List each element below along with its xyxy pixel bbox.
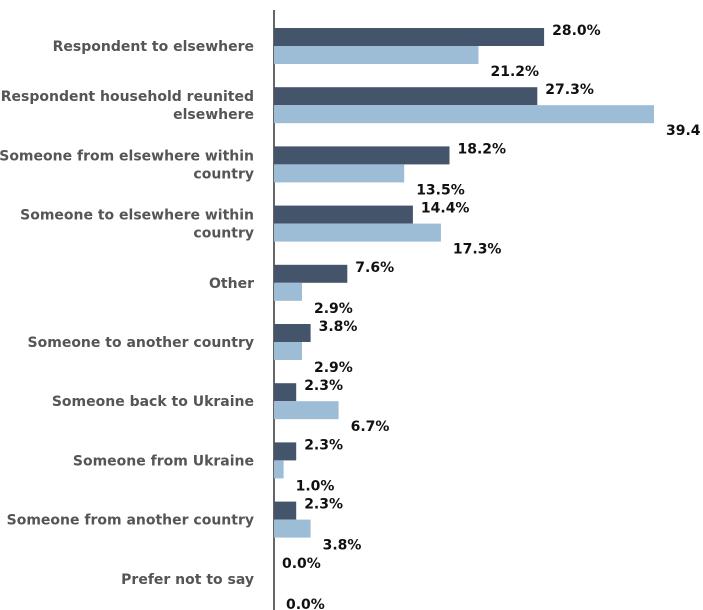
category-label: country	[193, 166, 254, 182]
value-label: 3.8%	[319, 319, 358, 335]
value-label: 21.2%	[491, 64, 540, 80]
value-label: 39.4	[666, 123, 701, 139]
category-label: Someone back to Ukraine	[52, 394, 254, 410]
bar-series-1	[274, 324, 311, 342]
bar-series-1	[274, 146, 450, 165]
category-label: Respondent to elsewhere	[53, 39, 254, 55]
bar-series-2	[274, 164, 405, 183]
value-label: 28.0%	[552, 23, 601, 39]
bar-series-1	[274, 383, 297, 402]
category-label: Someone from Ukraine	[73, 453, 254, 469]
category-label: elsewhere	[173, 107, 254, 123]
category-label: country	[193, 226, 254, 242]
value-label: 2.9%	[314, 301, 353, 317]
category-label: Someone from another country	[7, 513, 254, 529]
bar-series-2	[274, 282, 302, 301]
value-label: 7.6%	[355, 260, 394, 276]
value-label: 2.3%	[304, 437, 343, 453]
value-label: 2.9%	[314, 360, 353, 376]
bar-series-2	[274, 46, 479, 64]
bar-series-1	[274, 28, 545, 46]
value-label: 1.0%	[296, 478, 335, 494]
value-label: 2.3%	[304, 378, 343, 394]
bar-series-2	[274, 401, 339, 420]
bar-series-2	[274, 519, 311, 538]
value-label: 0.0%	[282, 556, 321, 572]
bars-group	[274, 28, 654, 538]
value-label: 6.7%	[351, 419, 390, 435]
value-label: 13.5%	[416, 182, 465, 198]
bar-series-1	[274, 264, 348, 283]
bar-series-1	[274, 205, 413, 224]
value-label: 0.0%	[286, 597, 325, 610]
bar-series-2	[274, 342, 302, 360]
category-label: Someone to another country	[28, 335, 254, 351]
labels-group: Respondent to elsewhere 28.0% 21.2% Respond…	[0, 23, 701, 610]
bar-series-1	[274, 442, 297, 461]
value-label: 18.2%	[458, 141, 507, 157]
category-label: Someone from elsewhere within	[0, 148, 254, 164]
bar-series-2	[274, 460, 284, 479]
bar-series-1	[274, 501, 297, 520]
bar-series-2	[274, 105, 654, 124]
category-label: Other	[209, 276, 254, 292]
category-label: Someone to elsewhere within	[20, 208, 254, 224]
value-label: 17.3%	[453, 242, 502, 258]
category-label: Prefer not to say	[121, 572, 254, 588]
value-label: 2.3%	[304, 497, 343, 513]
bar-series-1	[274, 87, 538, 106]
value-label: 14.4%	[421, 201, 470, 217]
value-label: 27.3%	[545, 82, 594, 98]
value-label: 3.8%	[323, 538, 362, 554]
bar-series-2	[274, 223, 441, 242]
category-label: Respondent household reunited	[1, 89, 254, 105]
